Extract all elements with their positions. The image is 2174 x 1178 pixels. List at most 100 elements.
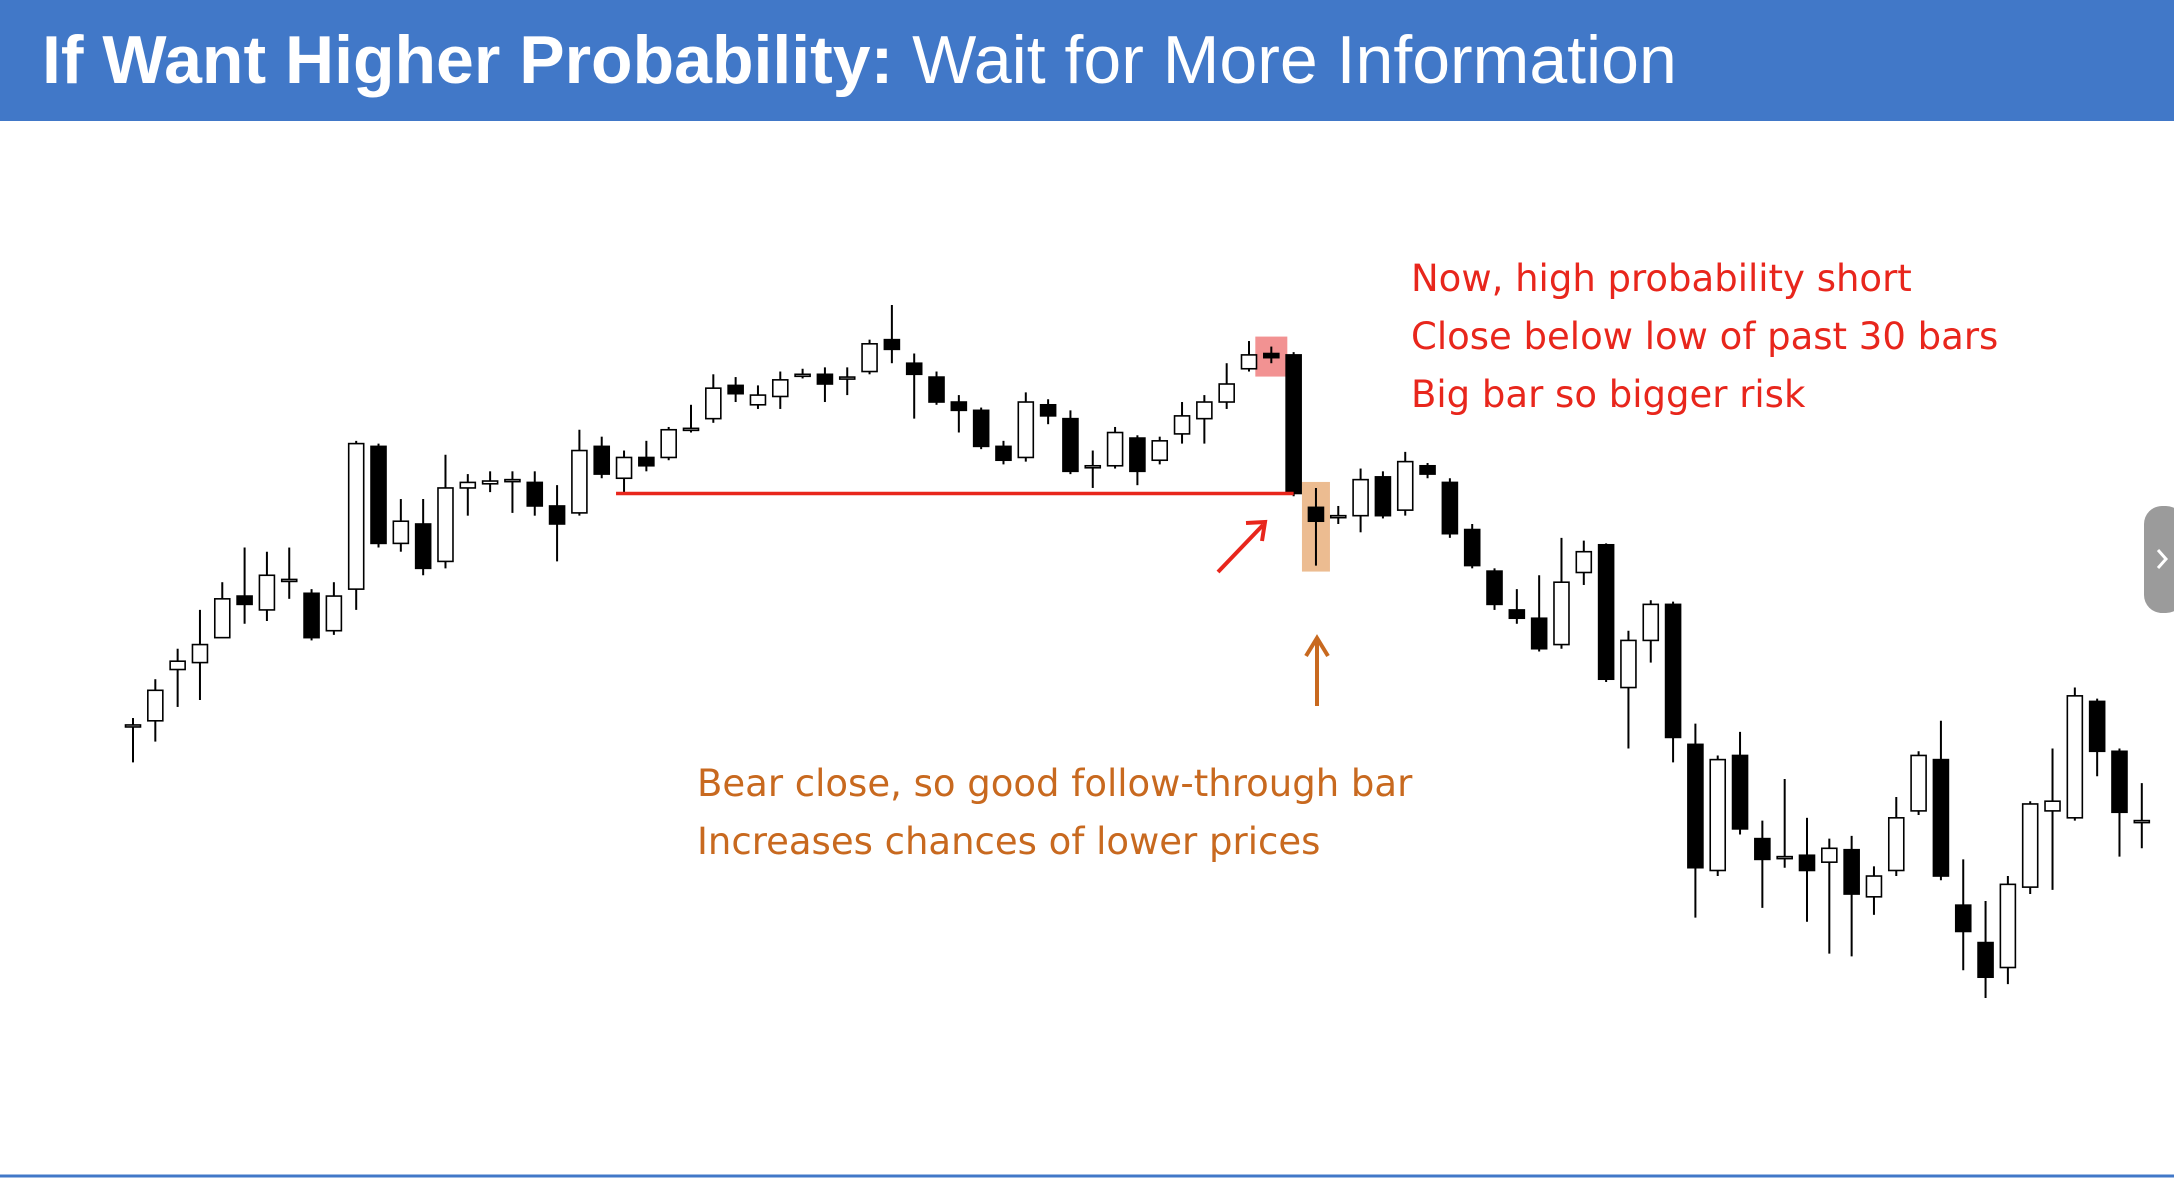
bull-body [1821, 847, 1838, 863]
bull-body [124, 724, 142, 728]
bear-body [2111, 750, 2128, 814]
bear-body [1597, 543, 1615, 681]
bear-body [593, 445, 611, 475]
bear-body [1419, 464, 1436, 475]
bull-body [1396, 460, 1414, 511]
bear-body [414, 523, 432, 570]
bear-body [548, 505, 566, 525]
candles [124, 305, 2151, 998]
red-arrow [1216, 523, 1265, 574]
bear-body [1463, 528, 1481, 567]
bull-body [1196, 401, 1213, 420]
bull-body [347, 442, 365, 590]
bull-body [749, 394, 767, 406]
bear-body [1039, 403, 1057, 417]
orange-annotation: Bear close, so good follow-through bar In… [697, 755, 1412, 871]
bear-body [1508, 609, 1526, 620]
bull-body [1865, 875, 1883, 898]
bear-body [883, 338, 901, 351]
bull-body [861, 343, 878, 373]
bull-body [213, 598, 231, 639]
bull-body [504, 478, 521, 483]
bull-body [1329, 514, 1347, 519]
bull-body [1910, 754, 1927, 812]
bull-body [1240, 354, 1258, 370]
bear-body [1798, 854, 1816, 872]
bull-body [1173, 415, 1191, 435]
bull-body [794, 373, 811, 378]
annotation-line: Big bar so bigger risk [1411, 373, 1806, 416]
title-bar: If Want Higher Probability: Wait for Mor… [0, 0, 2174, 121]
bear-body [1843, 848, 1860, 895]
bull-body [258, 574, 276, 611]
bear-body [950, 401, 968, 412]
bull-body [392, 520, 410, 545]
bull-body [2133, 819, 2151, 824]
bear-body [1307, 506, 1325, 523]
bear-body [1530, 617, 1548, 650]
bull-body [325, 595, 343, 632]
red-arrow-head [1245, 519, 1268, 542]
bear-body [995, 445, 1012, 462]
bear-body [1932, 758, 1950, 877]
annotation-line: Close below low of past 30 bars [1411, 315, 1999, 358]
bull-body [191, 643, 209, 664]
bear-body [370, 445, 387, 545]
bull-body [1218, 383, 1235, 403]
annotation-line: Increases chances of lower prices [697, 820, 1321, 863]
bear-body [526, 481, 544, 507]
bear-body [236, 595, 253, 606]
bull-body [437, 487, 454, 563]
bear-body [1374, 476, 1392, 517]
bull-body [459, 481, 477, 489]
bear-body [727, 384, 744, 395]
bear-body [972, 409, 990, 448]
title-rest: Wait for More Information [912, 22, 1677, 98]
bull-body [147, 689, 164, 722]
bear-body [816, 373, 834, 385]
red-annotation: Now, high probability short Close below l… [1411, 250, 1998, 424]
annotation-line: Now, high probability short [1411, 257, 1912, 300]
bull-body [169, 660, 186, 671]
bull-body [1709, 758, 1727, 872]
bull-body [1620, 639, 1637, 689]
bear-body [1954, 904, 1972, 933]
bear-body [1687, 743, 1704, 869]
bear-body [1062, 417, 1079, 473]
bear-body [303, 592, 320, 639]
bull-body [1151, 440, 1169, 462]
bull-body [1553, 581, 1570, 646]
bull-body [1887, 817, 1905, 872]
chevron [2156, 549, 2169, 569]
side-tab[interactable] [2144, 506, 2174, 613]
bull-body [2066, 695, 2084, 819]
bull-body [1106, 431, 1124, 467]
bear-body [2088, 700, 2106, 753]
bear-body [905, 362, 923, 376]
bull-body [771, 379, 789, 398]
bear-body [1977, 941, 1994, 979]
bull-body [1575, 550, 1593, 574]
bull-body [1017, 401, 1035, 459]
bear-body [1263, 352, 1280, 359]
orange-arrow-head [1304, 634, 1330, 658]
bear-body [1129, 437, 1146, 473]
bull-body [1642, 603, 1660, 642]
bull-body [1999, 883, 2017, 969]
bear-body [1731, 754, 1749, 830]
bull-body [280, 578, 298, 583]
title-bold: If Want Higher Probability: [42, 22, 894, 98]
bull-body [2044, 800, 2061, 812]
annotation-line: Bear close, so good follow-through bar [697, 762, 1413, 805]
bull-body [481, 480, 499, 485]
bear-body [928, 376, 945, 403]
bear-body [638, 456, 655, 467]
bull-body [1776, 855, 1793, 860]
bull-body [571, 449, 588, 514]
bull-body [660, 428, 677, 459]
bull-body [2021, 803, 2039, 888]
bull-body [1352, 478, 1369, 517]
bull-body [838, 376, 856, 380]
